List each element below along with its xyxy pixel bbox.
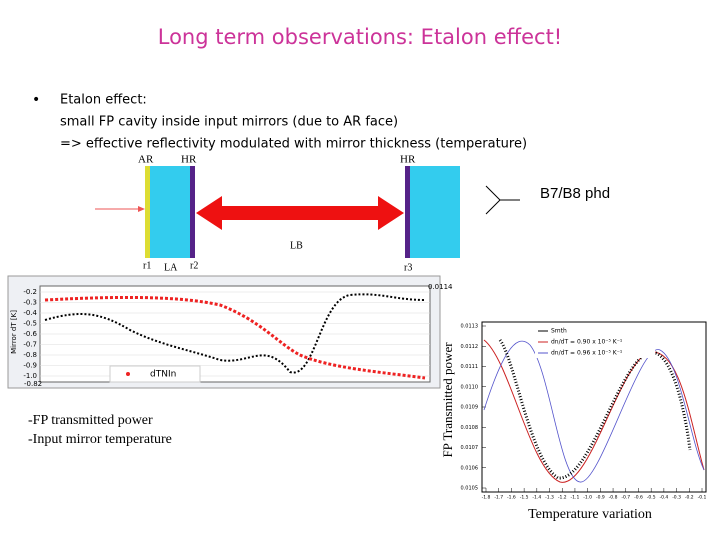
x-axis-label: Temperature variation <box>528 507 652 522</box>
right-plot: FP Transmitted power 0.0113 0.0112 0.0111 0… <box>440 321 707 522</box>
tick-label: 0.0112 <box>461 344 479 350</box>
cavity-diagram: AR HR HR LB r1 LA r2 r3 B7/B8 phd <box>95 154 610 273</box>
legend-marker <box>126 372 130 376</box>
photodiode <box>485 185 520 215</box>
tick-label: -0.3 <box>672 495 681 501</box>
cavity-arrow <box>196 196 404 230</box>
tick-label: -1.0 <box>23 372 37 380</box>
tick-label: 0.0114 <box>428 283 453 291</box>
tick-label: 0.0105 <box>461 486 479 492</box>
tick-label: -0.9 <box>596 495 605 501</box>
power-curve <box>44 295 426 380</box>
tick-label: 0.0107 <box>461 445 479 451</box>
y-axis-label: Mirror dT [K] <box>10 310 18 354</box>
tick-label: 0.0113 <box>461 324 479 330</box>
left-plot: -0.2 -0.3 -0.4 -0.5 -0.6 -0.7 -0.8 -0.9 -1.0 Mir… <box>7 275 453 389</box>
label: HR <box>181 154 197 166</box>
tick-label: -0.4 <box>659 495 668 501</box>
tick-label: 0.0109 <box>461 405 479 411</box>
hr-coating <box>405 166 410 258</box>
legend-label: dn/dT = 0.90 x 10⁻⁵ K⁻¹ <box>551 339 623 346</box>
fit-curve <box>483 339 705 483</box>
tick-label: 0.0111 <box>461 364 479 370</box>
input-beam-head <box>138 206 145 212</box>
label: r2 <box>190 260 198 271</box>
tick-label: -1.4 <box>532 495 541 501</box>
legend-label: Smth <box>551 328 567 335</box>
tick-label: -0.1 <box>698 495 707 501</box>
bullet-line: small FP cavity inside input mirrors (du… <box>60 115 398 130</box>
label: r3 <box>404 262 412 273</box>
caption: -Input mirror temperature <box>28 432 172 447</box>
hr-coating <box>190 166 195 258</box>
y-axis-label: FP Transmitted power <box>440 342 455 458</box>
tick-label: -0.4 <box>23 309 37 317</box>
tick-label: -1.0 <box>583 495 592 501</box>
tick-label: -1.5 <box>520 495 529 501</box>
end-mirror <box>405 166 460 258</box>
tick-label: -1.2 <box>558 495 567 501</box>
tick-label: -0.6 <box>23 330 37 338</box>
label: r1 <box>143 260 151 271</box>
tick-label: -0.2 <box>23 288 37 296</box>
tick-label: -1.3 <box>545 495 554 501</box>
slide-title: Long term observations: Etalon effect! <box>158 25 562 49</box>
tick-label: -1.8 <box>482 495 491 501</box>
tick-label: -0.82 <box>24 380 42 388</box>
caption: -FP transmitted power <box>28 413 153 428</box>
tick-label: -0.8 <box>609 495 618 501</box>
tick-label: -0.5 <box>23 320 37 328</box>
fit-curve <box>483 340 705 483</box>
legend-box <box>535 326 655 358</box>
temperature-curve <box>44 293 426 374</box>
input-mirror <box>145 166 195 258</box>
tick-label: -1.7 <box>494 495 503 501</box>
label: LB <box>290 240 303 251</box>
tick-label: -1.6 <box>507 495 516 501</box>
bullet-line: Etalon effect: <box>60 93 147 108</box>
bullet-marker: • <box>32 92 40 108</box>
tick-label: -0.8 <box>23 351 37 359</box>
detector-label: B7/B8 phd <box>540 185 610 202</box>
tick-label: 0.0108 <box>461 425 479 431</box>
legend-box <box>109 365 201 383</box>
tick-label: -0.7 <box>621 495 630 501</box>
tick-label: 0.0106 <box>461 465 479 471</box>
label: HR <box>400 154 416 166</box>
legend-label: dTNIn <box>150 370 176 380</box>
tick-label: 0.0110 <box>461 384 479 390</box>
legend-label: dn/dT = 0.96 x 10⁻⁵ K⁻¹ <box>551 350 623 357</box>
tick-label: -0.6 <box>634 495 643 501</box>
data-points <box>498 339 692 480</box>
ar-coating <box>145 166 150 258</box>
tick-label: -1.1 <box>571 495 580 501</box>
tick-label: -0.7 <box>23 341 37 349</box>
tick-label: -0.5 <box>647 495 656 501</box>
label: LA <box>164 262 178 273</box>
label: AR <box>138 154 154 166</box>
tick-label: -0.9 <box>23 362 37 370</box>
bullet-line: => effective reflectivity modulated with… <box>60 137 527 152</box>
tick-label: -0.3 <box>23 299 37 307</box>
tick-label: -0.2 <box>685 495 694 501</box>
